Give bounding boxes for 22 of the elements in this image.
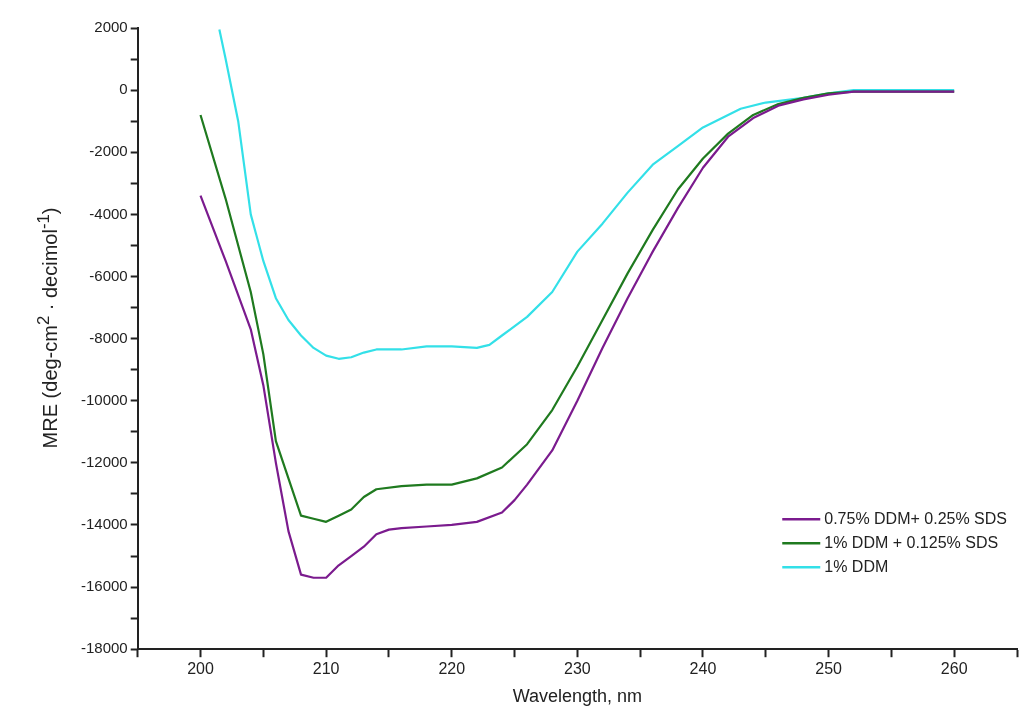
y-tick-label: -12000 — [80, 452, 128, 470]
y-tick-label: -16000 — [80, 577, 128, 595]
y-tick-label: -2000 — [89, 142, 128, 160]
y-tick-label: -8000 — [89, 328, 128, 346]
y-tick-label: -4000 — [89, 204, 128, 222]
x-tick-label: 230 — [564, 660, 591, 678]
x-tick-label: 260 — [940, 660, 968, 678]
y-tick-label: -14000 — [80, 515, 128, 533]
x-tick-label: 220 — [438, 660, 466, 678]
x-tick-label: 240 — [689, 660, 717, 678]
y-tick-label: 2000 — [94, 18, 128, 36]
legend-label: 1% DDM + 0.125% SDS — [824, 533, 999, 551]
legend-label: 0.75% DDM+ 0.25% SDS — [824, 509, 1007, 527]
x-tick-label: 250 — [815, 660, 843, 678]
y-tick-label: 0 — [119, 80, 128, 98]
legend-label: 1% DDM — [824, 557, 889, 575]
x-tick-label: 210 — [312, 660, 340, 678]
y-tick-label: -18000 — [80, 639, 128, 657]
x-tick-label: 200 — [187, 660, 214, 678]
y-tick-label: -6000 — [89, 266, 128, 284]
x-axis-title: Wavelength, nm — [512, 686, 643, 707]
y-tick-label: -10000 — [80, 390, 128, 408]
